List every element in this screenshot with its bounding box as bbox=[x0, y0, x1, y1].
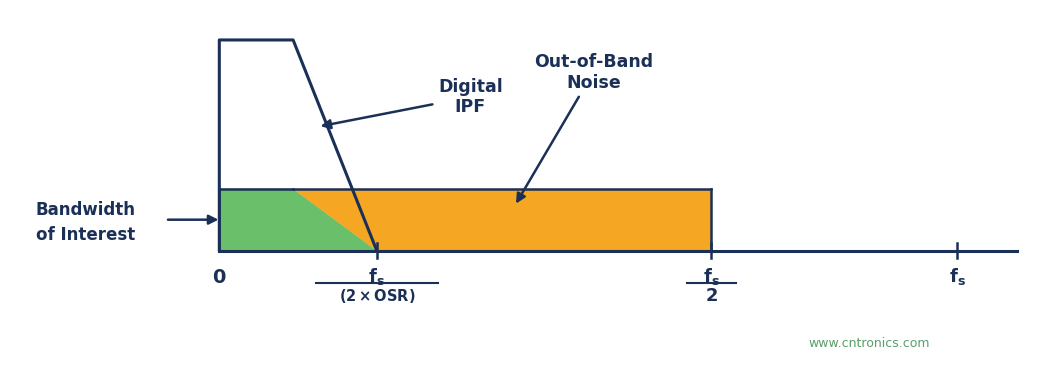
Text: $\mathbf{f_s}$: $\mathbf{f_s}$ bbox=[703, 266, 720, 287]
Text: Out-of-Band
Noise: Out-of-Band Noise bbox=[517, 53, 652, 201]
Text: Bandwidth: Bandwidth bbox=[35, 201, 136, 219]
Polygon shape bbox=[293, 189, 712, 251]
Text: 0: 0 bbox=[213, 268, 227, 287]
Text: Digital
IPF: Digital IPF bbox=[323, 78, 503, 128]
Text: $\mathbf{2}$: $\mathbf{2}$ bbox=[705, 287, 718, 305]
Polygon shape bbox=[219, 189, 377, 251]
Text: $\mathbf{f_s}$: $\mathbf{f_s}$ bbox=[369, 266, 385, 287]
Text: $\mathbf{(2 \times OSR)}$: $\mathbf{(2 \times OSR)}$ bbox=[339, 287, 415, 305]
Text: of Interest: of Interest bbox=[36, 226, 136, 243]
Text: $\mathbf{f_s}$: $\mathbf{f_s}$ bbox=[949, 266, 966, 287]
Text: www.cntronics.com: www.cntronics.com bbox=[808, 337, 930, 350]
